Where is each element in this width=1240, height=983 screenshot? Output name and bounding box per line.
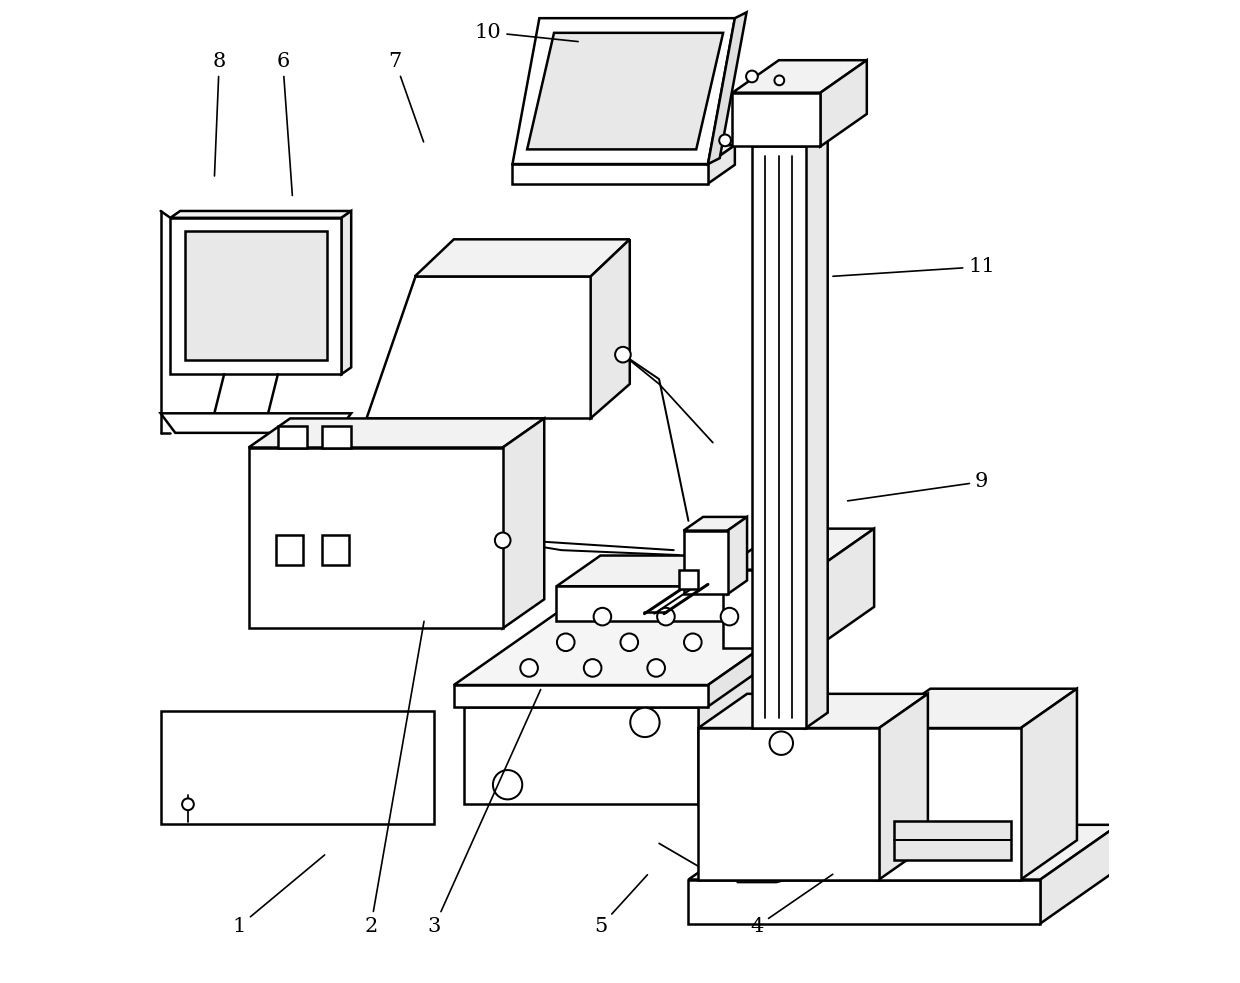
Polygon shape: [414, 239, 630, 276]
Polygon shape: [688, 880, 1040, 924]
Polygon shape: [728, 517, 746, 594]
Polygon shape: [879, 694, 928, 880]
Polygon shape: [278, 426, 308, 447]
Circle shape: [615, 347, 631, 363]
Polygon shape: [821, 60, 867, 146]
Polygon shape: [723, 570, 816, 648]
Polygon shape: [874, 689, 1078, 728]
Circle shape: [647, 660, 665, 676]
Polygon shape: [683, 517, 746, 531]
Text: 7: 7: [388, 52, 424, 142]
Polygon shape: [751, 131, 828, 146]
Polygon shape: [894, 821, 1011, 860]
Circle shape: [746, 71, 758, 83]
Polygon shape: [170, 218, 341, 375]
Polygon shape: [185, 231, 327, 360]
Polygon shape: [322, 536, 350, 565]
Polygon shape: [590, 239, 630, 418]
Circle shape: [775, 76, 784, 86]
Polygon shape: [512, 164, 708, 184]
Circle shape: [521, 660, 538, 676]
Polygon shape: [708, 600, 830, 707]
Circle shape: [657, 607, 675, 625]
Polygon shape: [816, 529, 874, 648]
Text: 11: 11: [833, 258, 994, 276]
Text: 10: 10: [475, 23, 578, 41]
Polygon shape: [170, 211, 351, 218]
Text: 4: 4: [750, 874, 833, 936]
Circle shape: [620, 633, 639, 651]
Polygon shape: [723, 529, 874, 570]
Circle shape: [684, 633, 702, 651]
Circle shape: [557, 633, 574, 651]
Polygon shape: [557, 586, 761, 620]
Circle shape: [770, 731, 794, 755]
Polygon shape: [698, 694, 928, 728]
Circle shape: [494, 770, 522, 799]
Polygon shape: [464, 629, 808, 707]
Circle shape: [594, 607, 611, 625]
Polygon shape: [248, 419, 544, 447]
Polygon shape: [761, 555, 806, 620]
Polygon shape: [557, 555, 806, 586]
Polygon shape: [512, 18, 735, 164]
Circle shape: [719, 135, 730, 146]
Polygon shape: [708, 145, 735, 184]
Polygon shape: [277, 536, 304, 565]
Polygon shape: [733, 60, 867, 92]
Polygon shape: [341, 211, 351, 375]
Polygon shape: [248, 447, 502, 628]
Polygon shape: [708, 13, 746, 164]
Polygon shape: [161, 712, 434, 824]
Circle shape: [720, 607, 738, 625]
Text: 2: 2: [365, 621, 424, 936]
Polygon shape: [874, 728, 1021, 880]
Polygon shape: [751, 146, 806, 728]
Polygon shape: [1040, 825, 1118, 924]
Polygon shape: [1021, 689, 1078, 880]
Text: 5: 5: [594, 875, 647, 936]
Text: 3: 3: [428, 689, 541, 936]
Polygon shape: [464, 707, 698, 804]
Circle shape: [630, 708, 660, 737]
Polygon shape: [683, 531, 728, 594]
Polygon shape: [806, 131, 828, 728]
Polygon shape: [454, 600, 830, 685]
Circle shape: [182, 798, 193, 810]
Polygon shape: [688, 825, 1118, 880]
Polygon shape: [512, 145, 735, 164]
Circle shape: [584, 660, 601, 676]
Text: 9: 9: [848, 472, 988, 501]
Text: 1: 1: [232, 855, 325, 936]
Polygon shape: [698, 728, 879, 880]
Polygon shape: [454, 685, 708, 707]
Polygon shape: [733, 92, 821, 146]
Polygon shape: [502, 419, 544, 628]
Polygon shape: [527, 32, 723, 149]
Polygon shape: [366, 276, 590, 418]
Circle shape: [495, 533, 511, 549]
Text: 6: 6: [277, 52, 293, 196]
Text: 8: 8: [212, 52, 226, 176]
Polygon shape: [161, 413, 351, 433]
Polygon shape: [322, 426, 351, 447]
Polygon shape: [678, 570, 698, 589]
Polygon shape: [698, 629, 808, 804]
